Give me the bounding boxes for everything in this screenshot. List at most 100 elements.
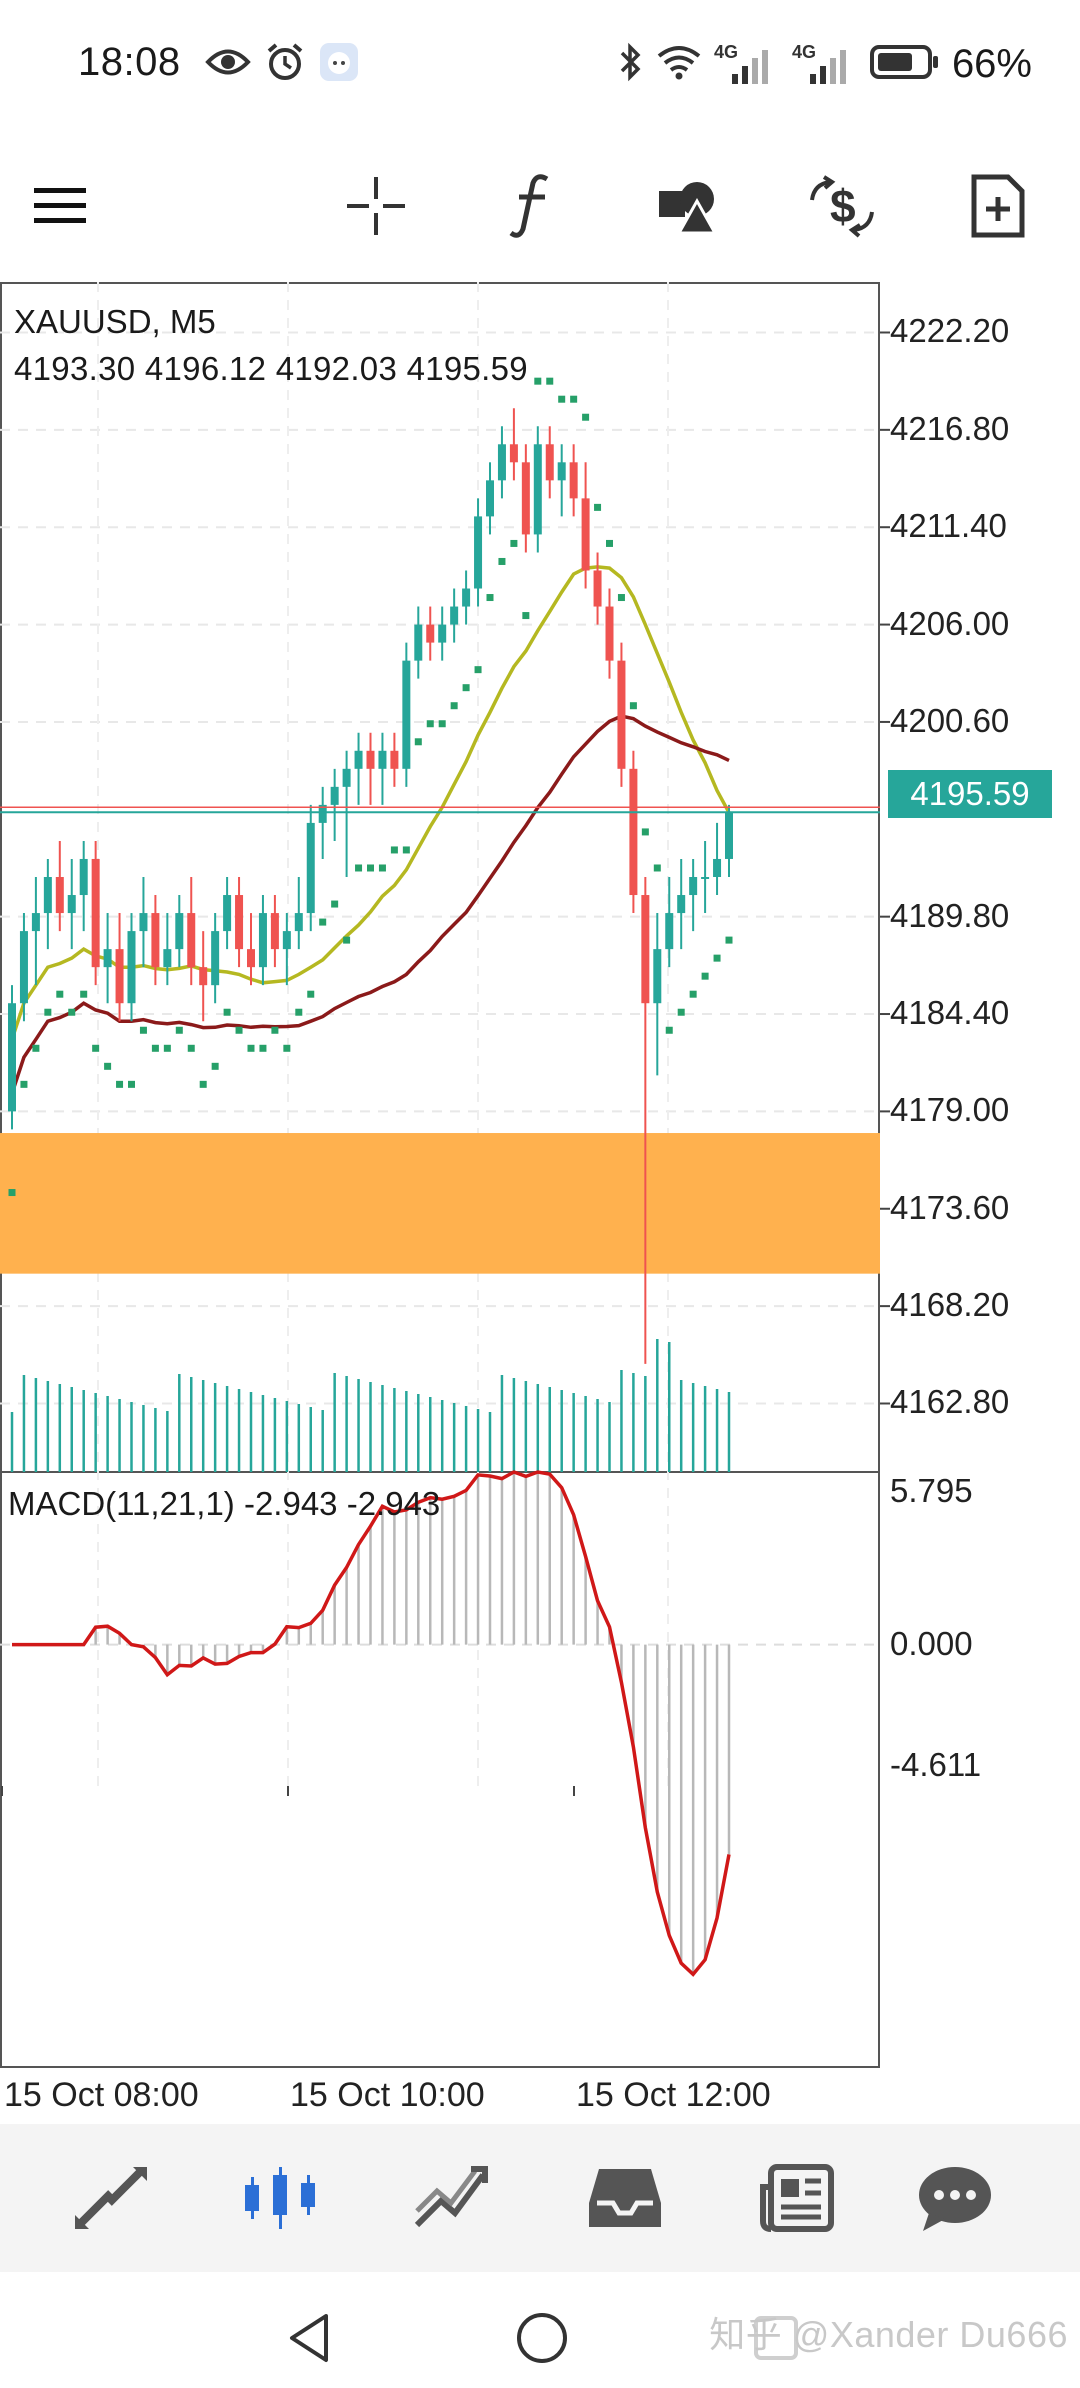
candle-body <box>175 913 184 950</box>
sar-dot <box>8 1189 16 1197</box>
candle-body <box>629 768 638 896</box>
support-zone <box>0 1133 880 1274</box>
sar-dot <box>665 1026 673 1034</box>
menu-button[interactable] <box>20 168 100 248</box>
system-navigation <box>0 2272 1080 2388</box>
sar-dot <box>522 612 530 620</box>
candle-body <box>139 913 148 932</box>
crosshair-icon <box>345 175 407 242</box>
sar-dot <box>139 1026 147 1034</box>
candle-body <box>486 480 494 517</box>
candle-body <box>294 913 303 932</box>
sar-dot <box>44 1008 52 1016</box>
sar-dot <box>426 720 434 728</box>
time-label: 15 Oct 12:00 <box>576 2076 771 2114</box>
sar-dot <box>474 666 482 674</box>
nav-chart[interactable] <box>236 2160 326 2240</box>
sar-dot <box>653 864 661 872</box>
sar-dot <box>116 1080 124 1088</box>
function-icon <box>507 173 557 244</box>
candle-body <box>378 750 387 769</box>
nav-history[interactable] <box>580 2160 670 2240</box>
sar-dot <box>259 1044 267 1052</box>
candle-body <box>653 949 662 1004</box>
recents-square-icon <box>744 2316 808 2374</box>
candle-body <box>605 606 614 661</box>
sar-dot <box>498 557 506 565</box>
objects-button[interactable] <box>648 168 728 248</box>
sar-dot <box>331 900 339 908</box>
candle-body <box>270 913 279 950</box>
sar-dot <box>582 413 590 421</box>
sar-dot <box>271 1026 279 1034</box>
crosshair-button[interactable] <box>336 168 416 248</box>
candle-body <box>725 812 733 859</box>
candle-body <box>31 913 40 932</box>
price-label: 4189.80 <box>890 896 1010 934</box>
nav-news[interactable] <box>752 2160 842 2240</box>
sar-dot <box>355 864 363 872</box>
sar-dot <box>199 1080 207 1088</box>
sar-dot <box>462 684 470 692</box>
sar-dot <box>594 503 602 511</box>
chart-symbol: XAUUSD, M5 <box>14 303 216 340</box>
chart-canvas <box>0 282 890 2068</box>
sar-dot <box>378 864 386 872</box>
candle-body <box>521 462 530 535</box>
sar-dot <box>295 1008 303 1016</box>
alarm-icon <box>265 42 305 87</box>
candle-body <box>187 913 196 968</box>
status-bar: 18:08 4G 4G 66% <box>0 0 1080 130</box>
back-button[interactable] <box>280 2308 340 2368</box>
trade-icon: $ <box>806 174 878 243</box>
price-label: 4222.20 <box>890 312 1010 350</box>
home-button[interactable] <box>510 2306 574 2370</box>
sar-dot <box>20 1080 28 1088</box>
quotes-arrows-icon <box>71 2163 151 2238</box>
candle-body <box>306 822 315 914</box>
candle-body <box>103 949 112 968</box>
candle-body <box>581 498 590 571</box>
sar-dot <box>32 1044 40 1052</box>
sar-dot <box>713 954 721 962</box>
sar-dot <box>606 539 613 547</box>
candle-body <box>641 895 650 1004</box>
newspaper-icon <box>757 2163 837 2238</box>
nav-quotes[interactable] <box>66 2160 156 2240</box>
candle-body <box>665 913 674 950</box>
candle-body <box>497 444 506 481</box>
macd-label: MACD(11,21,1) -2.943 -2.943 <box>8 1485 441 1522</box>
nav-trade[interactable] <box>406 2160 496 2240</box>
trade-button[interactable]: $ <box>802 168 882 248</box>
nav-messages[interactable] <box>910 2160 1000 2240</box>
candle-body <box>211 931 220 986</box>
candle-body <box>67 895 76 914</box>
recents-button[interactable] <box>744 2306 808 2370</box>
candle-body <box>282 931 291 950</box>
candle-body <box>199 967 208 986</box>
candle-body <box>91 858 100 968</box>
indicators-button[interactable] <box>492 168 572 248</box>
sar-dot <box>151 1044 159 1052</box>
candle-body <box>366 750 375 769</box>
signal-4g-icon-2: 4G <box>792 42 858 86</box>
candle-body <box>677 895 686 914</box>
bottom-navigation <box>0 2124 1080 2272</box>
candle-body <box>115 949 124 1004</box>
sar-dot <box>641 828 649 836</box>
candle-body <box>318 804 327 823</box>
time-label: 15 Oct 08:00 <box>4 2076 199 2114</box>
status-icons-left <box>205 40 359 88</box>
price-label: 4168.20 <box>890 1286 1010 1324</box>
candle-body <box>127 931 136 1004</box>
new-document-button[interactable] <box>958 168 1038 248</box>
sar-dot <box>104 1062 112 1070</box>
candle-body <box>163 949 172 968</box>
candle-body <box>354 750 363 769</box>
sar-dot <box>223 1008 231 1016</box>
wifi-icon <box>656 44 702 85</box>
candle-body <box>426 624 435 643</box>
sar-dot <box>80 990 88 998</box>
price-chart[interactable] <box>0 282 1080 2082</box>
menu-icon <box>32 184 88 233</box>
